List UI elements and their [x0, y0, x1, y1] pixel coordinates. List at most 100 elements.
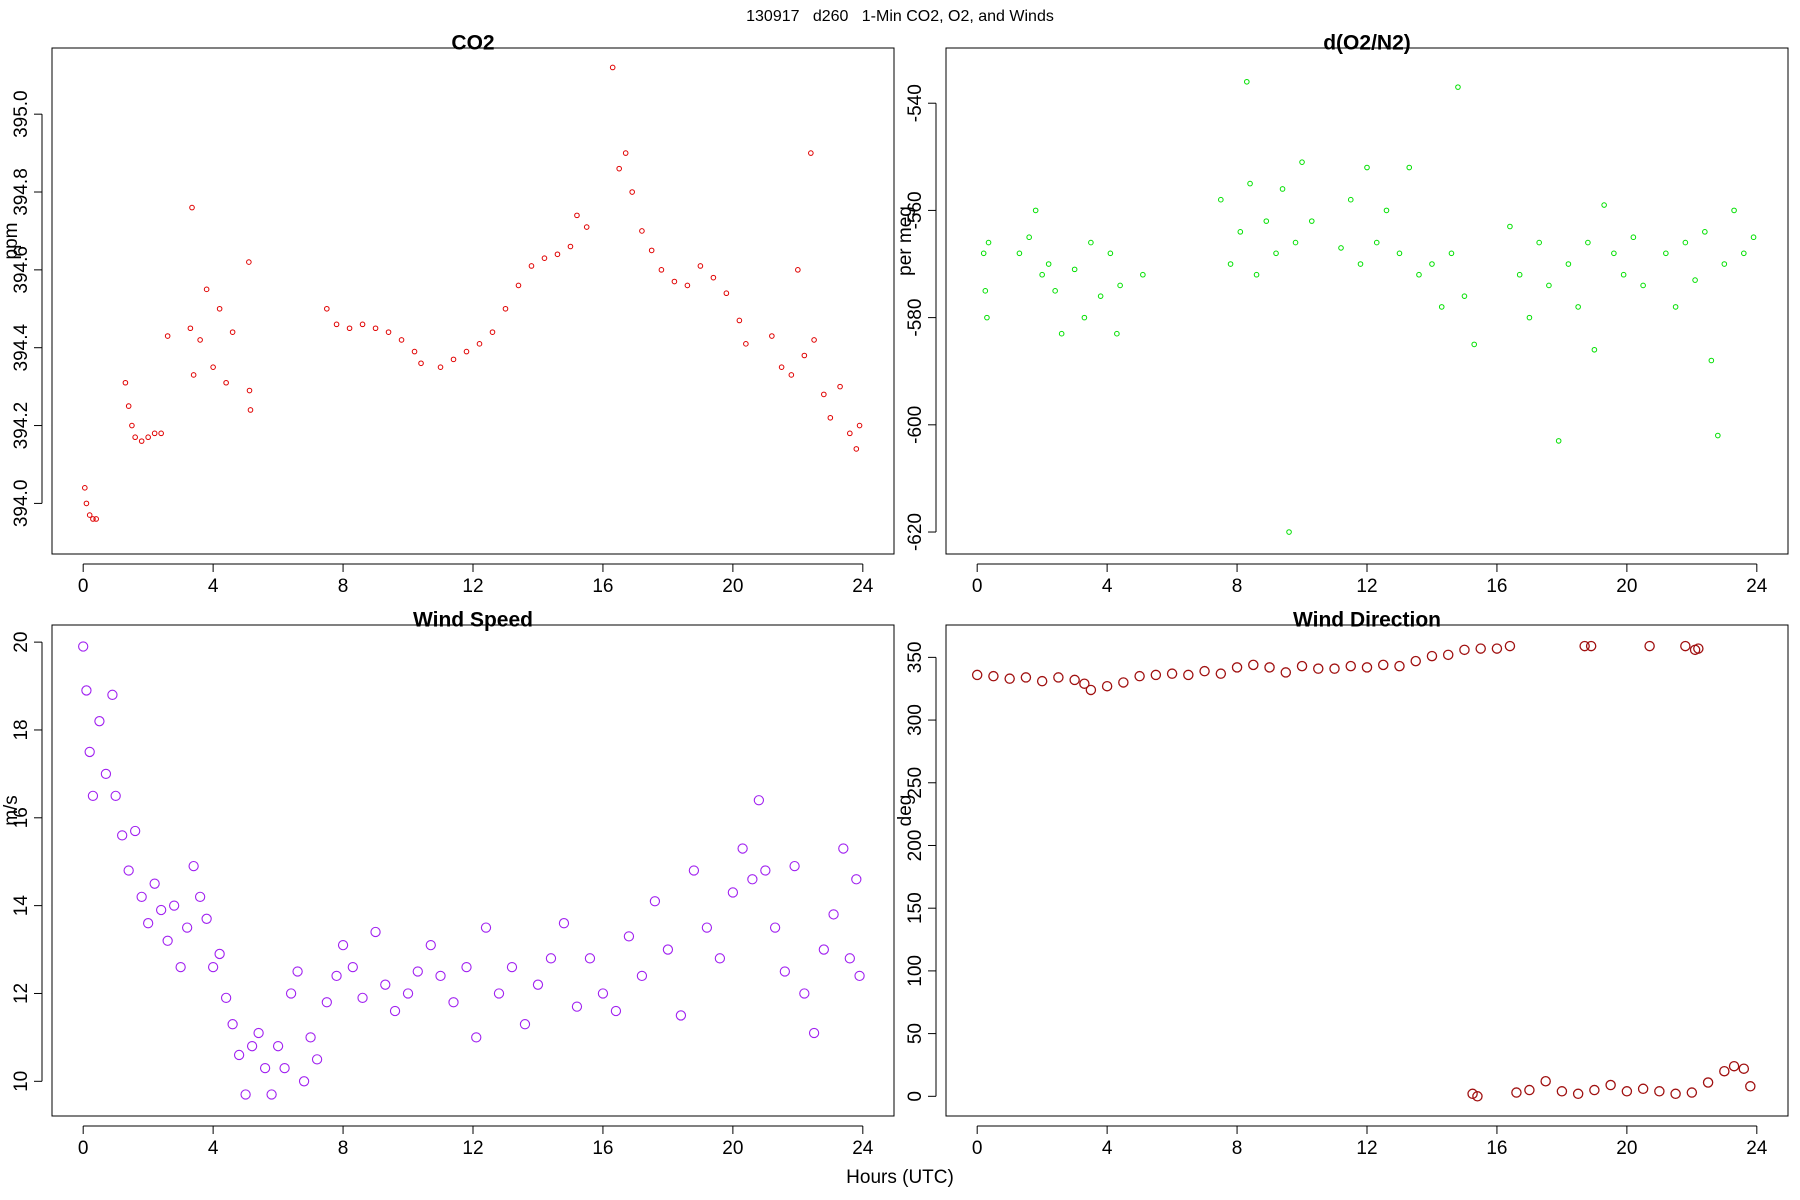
- point: [1231, 662, 1243, 673]
- point: [1579, 640, 1590, 652]
- point: [259, 1062, 271, 1074]
- point: [1016, 250, 1023, 257]
- point: [448, 997, 459, 1008]
- x-tick-label: 24: [852, 576, 874, 597]
- point: [197, 337, 203, 343]
- point: [1507, 223, 1513, 230]
- point: [168, 900, 180, 911]
- point: [311, 1054, 323, 1065]
- point: [515, 282, 522, 289]
- x-tick-label: 20: [722, 1138, 743, 1159]
- point: [389, 1005, 401, 1017]
- point: [83, 500, 90, 507]
- point: [1058, 330, 1065, 337]
- point: [201, 913, 212, 924]
- point: [207, 961, 219, 973]
- point: [1199, 665, 1210, 677]
- point: [778, 364, 785, 370]
- x-tick-label: 16: [592, 1138, 613, 1159]
- point: [132, 434, 138, 441]
- point: [1611, 250, 1617, 257]
- point: [1227, 261, 1234, 267]
- point: [187, 325, 194, 332]
- point: [125, 403, 132, 409]
- point: [1459, 644, 1470, 656]
- point: [489, 329, 496, 335]
- point: [1585, 239, 1591, 246]
- plot-frame: [51, 624, 895, 1117]
- point: [844, 953, 855, 964]
- point: [629, 189, 635, 195]
- y-tick-label: 250: [905, 767, 926, 799]
- point: [828, 909, 839, 920]
- point: [616, 165, 622, 172]
- point: [298, 1076, 310, 1087]
- point: [285, 988, 297, 999]
- point: [1085, 684, 1097, 696]
- point: [658, 267, 665, 273]
- point: [827, 414, 834, 421]
- point: [769, 922, 781, 933]
- point: [985, 239, 992, 246]
- point: [1166, 668, 1178, 679]
- y-tick-label: -620: [905, 513, 926, 551]
- point: [86, 512, 93, 518]
- point: [164, 333, 171, 339]
- point: [584, 953, 596, 964]
- point: [1264, 662, 1275, 673]
- point: [1654, 1086, 1665, 1097]
- point: [190, 372, 197, 378]
- point: [853, 446, 860, 452]
- y-tick-label: 150: [905, 892, 926, 924]
- point: [697, 263, 704, 269]
- point: [847, 430, 853, 437]
- point: [856, 422, 863, 429]
- y-tick-label: 395.0: [11, 90, 32, 138]
- panel-title: Wind Direction: [1293, 609, 1441, 632]
- point: [1591, 346, 1598, 353]
- point: [1396, 250, 1403, 257]
- point: [181, 922, 193, 933]
- point: [1640, 282, 1646, 289]
- point: [158, 430, 164, 437]
- y-tick-label: 10: [11, 1071, 32, 1092]
- point: [808, 150, 814, 156]
- point: [1218, 196, 1224, 203]
- point: [837, 383, 843, 390]
- point: [246, 259, 252, 265]
- point: [370, 926, 381, 938]
- point: [1471, 341, 1477, 348]
- x-tick-label: 12: [462, 576, 483, 597]
- point: [272, 1041, 284, 1052]
- point: [480, 922, 492, 933]
- point: [1680, 640, 1691, 652]
- point: [1686, 1087, 1698, 1098]
- point: [1345, 660, 1357, 672]
- point: [1585, 640, 1597, 652]
- y-tick-label: -580: [905, 299, 926, 337]
- point: [1491, 643, 1503, 654]
- point: [760, 865, 771, 876]
- point: [1071, 266, 1078, 273]
- point: [1406, 164, 1413, 171]
- plot-frame: [945, 47, 1789, 555]
- point: [1663, 250, 1669, 257]
- x-tick-label: 8: [338, 1138, 349, 1159]
- point: [1601, 202, 1607, 208]
- point: [701, 922, 713, 933]
- point: [1114, 330, 1120, 337]
- point: [435, 970, 446, 982]
- point: [143, 918, 154, 929]
- point: [1053, 672, 1064, 683]
- point: [136, 891, 147, 903]
- point: [1429, 261, 1435, 267]
- point: [210, 364, 216, 370]
- point: [649, 896, 661, 907]
- point: [331, 970, 342, 982]
- point: [175, 961, 186, 973]
- figure-title: 130917 d260 1-Min CO2, O2, and Winds: [746, 8, 1054, 25]
- point: [1467, 1088, 1478, 1100]
- point: [1511, 1087, 1522, 1098]
- point: [554, 251, 561, 258]
